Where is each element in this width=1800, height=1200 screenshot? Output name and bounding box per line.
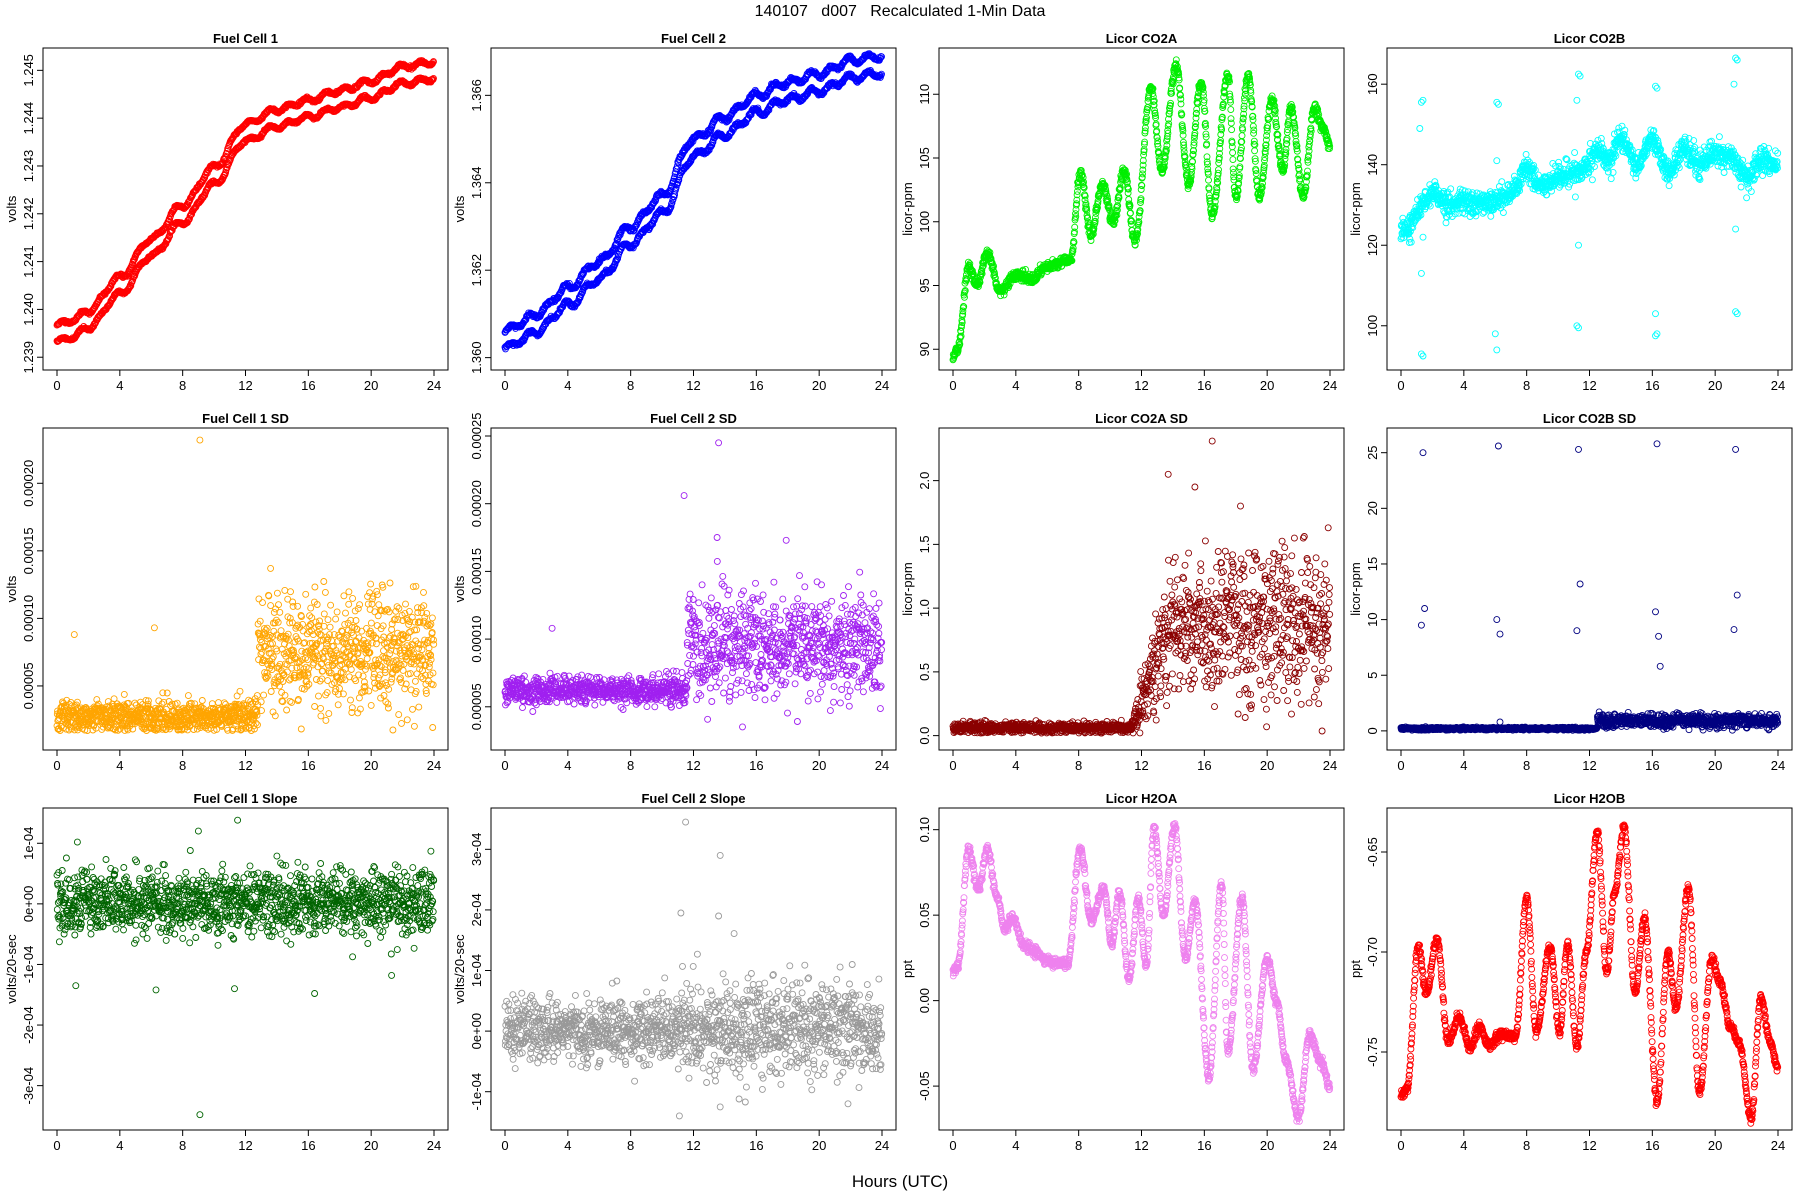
data-point [1139,157,1147,165]
data-point [1237,155,1244,163]
y-axis-label: licor-ppm [900,182,915,235]
panel-title: Licor CO2B [1554,31,1626,46]
x-tick-label: 24 [1323,378,1337,393]
x-tick-label: 12 [686,378,700,393]
data-point [107,282,115,290]
data-point [1179,131,1187,139]
panel-licor-co2a: Licor CO2A 0 4 8 12 16 20 24 90 95 100 105 110 licor-… [900,31,1345,393]
data-point [222,169,230,176]
y-tick-label: 1.362 [469,254,484,287]
data-point [1193,105,1201,113]
x-tick-label: 16 [1645,378,1659,393]
data-point [1499,209,1507,217]
data-point [1228,126,1236,134]
x-tick-label: 8 [179,378,186,393]
data-point [1229,156,1237,164]
x-tick-label: 20 [364,378,378,393]
x-tick-label: 0 [1397,378,1404,393]
y-tick-label: 1.366 [469,79,484,112]
data-point [1238,132,1246,140]
x-tick-label: 12 [1134,378,1148,393]
y-tick-label: 160 [1365,73,1380,95]
data-point [1498,178,1506,186]
data-point [1229,149,1237,157]
data-point [1522,150,1530,158]
x-tick-label: 4 [564,378,571,393]
data-point [1127,209,1134,217]
y-tick-label: 90 [917,342,932,356]
y-tick-label: 95 [917,278,932,292]
y-tick-label: 1.239 [21,341,36,374]
x-tick-label: 24 [875,378,889,393]
data-point [129,256,137,264]
data-point [166,232,174,240]
x-tick-label: 12 [1582,378,1596,393]
y-axis-label: volts [4,195,19,222]
x-tick-label: 24 [1771,378,1785,393]
y-tick-label: 1.242 [21,198,36,231]
x-tick-label: 4 [1012,378,1019,393]
y-axis-label: volts [452,195,467,222]
data-point [1442,219,1450,227]
y-tick-label: 1.241 [21,245,36,278]
x-tick-label: 20 [1260,378,1274,393]
data-point [1227,106,1235,114]
x-tick-label: 16 [749,378,763,393]
page-title: 140107 d007 Recalculated 1-Min Data [754,3,1046,20]
data-points [53,57,437,345]
x-tick-label: 24 [427,378,441,393]
data-point [1227,119,1235,127]
panel-fuel-cell-2: Fuel Cell 2 0 4 8 12 16 20 24 1.360 1.362 1.364 1.3… [452,31,897,393]
x-tick-label: 8 [627,378,634,393]
data-point [1215,166,1222,174]
panel-title: Fuel Cell 2 [661,31,726,46]
y-tick-label: 100 [1365,315,1380,337]
data-point [162,240,170,248]
data-point [1487,212,1495,220]
x-tick-label: 4 [1460,378,1467,393]
data-point [1205,176,1212,184]
y-tick-label: 1.243 [21,150,36,183]
x-tick-label: 16 [301,378,315,393]
y-tick-label: 100 [917,211,932,233]
y-tick-label: 120 [1365,234,1380,256]
panel-title: Fuel Cell 1 [213,31,278,46]
panel-licor-co2b: Licor CO2B 0 4 8 12 16 20 24 100 120 140 160 licor-p… [1348,31,1793,393]
data-point [1228,143,1236,151]
x-tick-label: 20 [1708,378,1722,393]
x-tick-label: 0 [501,378,508,393]
y-tick-label: 1.240 [21,293,36,326]
y-tick-label: 110 [917,84,932,105]
y-tick-label: 1.360 [469,341,484,374]
y-tick-label: 105 [917,147,932,169]
y-axis-label: licor-ppm [1348,182,1363,235]
data-points [501,50,885,353]
x-tick-label: 4 [116,378,123,393]
panel-fuel-cell-1: Fuel Cell 1 0 4 8 12 16 20 24 1.239 1.240 1.241 1.2… [4,31,449,393]
x-tick-label: 8 [1523,378,1530,393]
x-tick-label: 8 [1075,378,1082,393]
data-points [949,56,1334,364]
x-tick-label: 16 [1197,378,1211,393]
y-tick-label: 140 [1365,154,1380,176]
x-tick-label: 0 [949,378,956,393]
x-tick-label: 12 [238,378,252,393]
x-tick-label: 20 [812,378,826,393]
y-tick-label: 1.364 [469,166,484,199]
data-point [127,282,135,290]
panel-title: Licor CO2A [1106,31,1178,46]
data-point [1251,147,1259,155]
y-tick-label: 1.244 [21,102,36,135]
data-points [1397,54,1782,360]
plot-frame [42,47,449,371]
data-point [168,226,176,234]
y-tick-label: 1.245 [21,54,36,87]
x-tick-label: 0 [53,378,60,393]
